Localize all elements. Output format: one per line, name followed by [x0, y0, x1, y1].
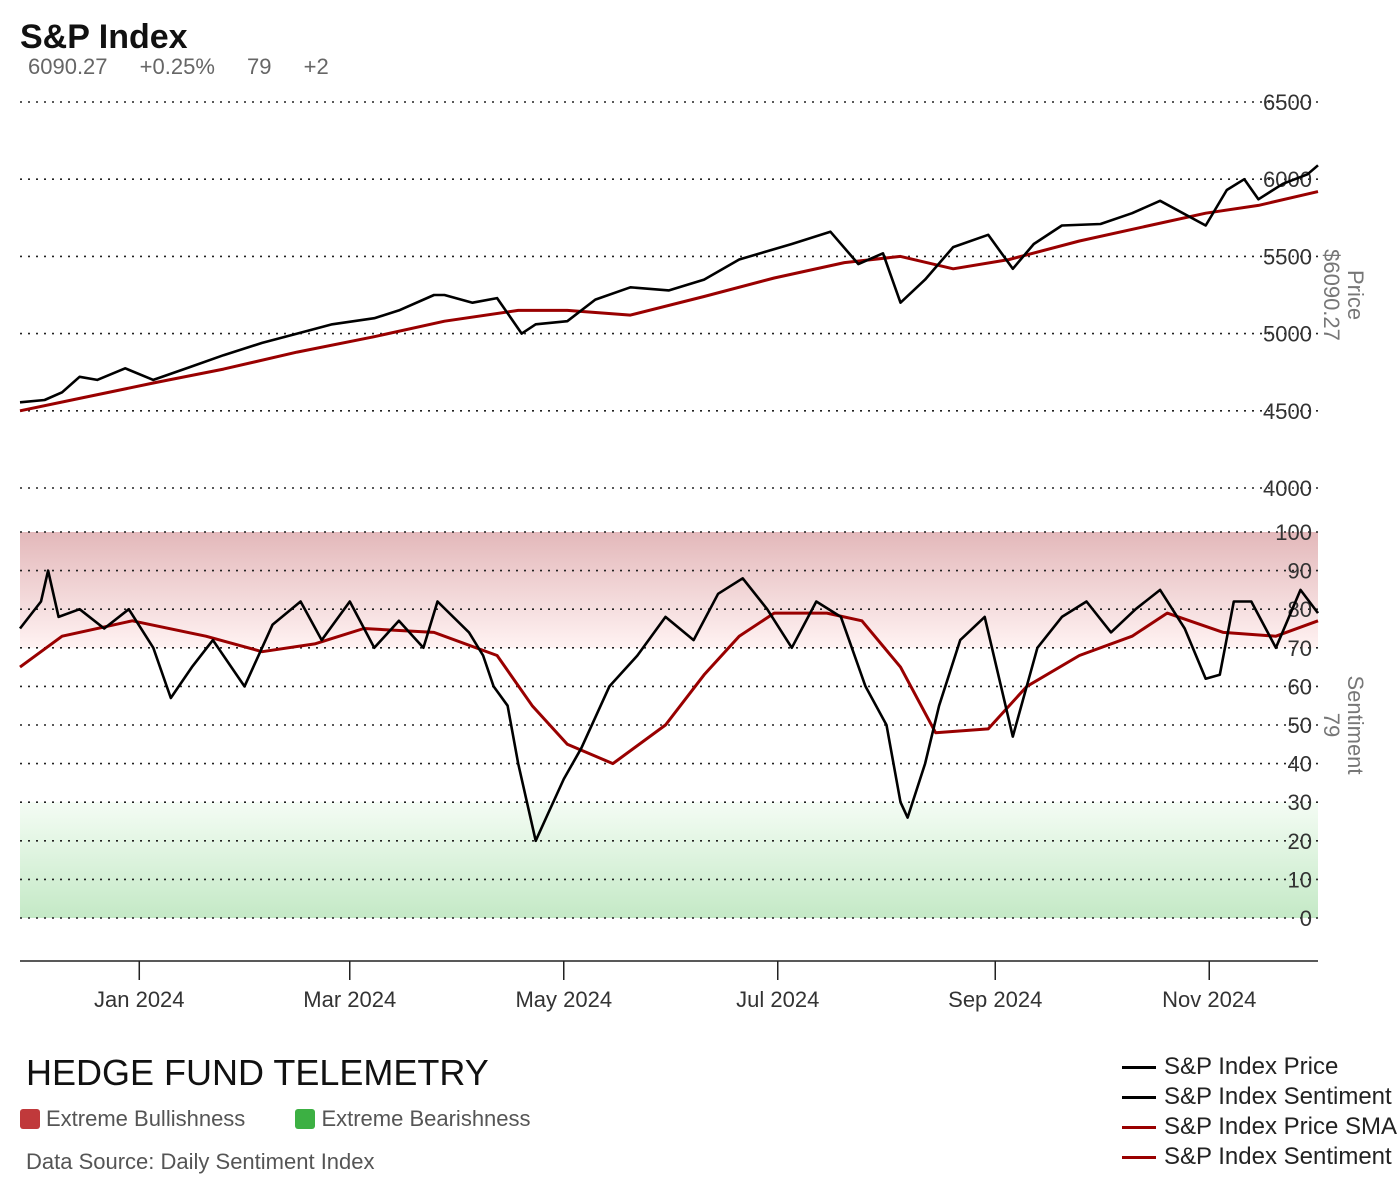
price-tick-label: 6500: [1263, 90, 1312, 115]
series-layer: [18, 164, 1320, 843]
brand-name: HEDGE FUND TELEMETRY: [26, 1052, 489, 1093]
change-percent: +0.25%: [139, 54, 215, 79]
sentiment-tick-label: 10: [1288, 867, 1312, 892]
sentiment-tick-label: 70: [1288, 636, 1312, 661]
sentiment-tick-label: 20: [1288, 829, 1312, 854]
x-tick-label: Sep 2024: [948, 987, 1042, 1012]
bull-label: Extreme Bullishness: [46, 1106, 246, 1131]
sentiment-tick-label: 30: [1288, 790, 1312, 815]
sentiment-tick-label: 60: [1288, 674, 1312, 699]
price-tick-label: 6000: [1263, 167, 1312, 192]
sentiment-tick-label: 90: [1288, 559, 1312, 584]
x-tick-label: Jul 2024: [736, 987, 819, 1012]
price-tick-label: 5000: [1263, 322, 1312, 347]
sentiment-tick-label: 40: [1288, 752, 1312, 777]
extreme-bearishness-zone: [20, 802, 1318, 918]
legend-item-sentiment-sma[interactable]: S&P Index Sentiment: [1122, 1142, 1397, 1172]
zone-legend-bear: Extreme Bearishness: [295, 1106, 531, 1132]
sentiment-value: 79: [247, 54, 272, 79]
x-tick-label: May 2024: [515, 987, 612, 1012]
data-source: Data Source: Daily Sentiment Index: [26, 1149, 375, 1174]
bear-label: Extreme Bearishness: [321, 1106, 531, 1131]
legend-item-price-sma[interactable]: S&P Index Price SMA: [1122, 1112, 1397, 1142]
price-grid: 6500 6000 5500 5000 4500 4000: [20, 90, 1318, 501]
sentiment-change: +2: [303, 54, 329, 79]
legend-line-icon: [1122, 1095, 1156, 1099]
sentiment-line: [18, 569, 1320, 843]
last-price: 6090.27: [28, 54, 108, 79]
sentiment-axis-title: Sentiment79: [1319, 675, 1368, 774]
zone-legend-bull: Extreme Bullishness: [20, 1106, 245, 1132]
legend-item-price[interactable]: S&P Index Price: [1122, 1052, 1397, 1082]
price-sma-line: [19, 190, 1319, 413]
x-tick-label: Jan 2024: [94, 987, 185, 1012]
legend-line-icon: [1122, 1065, 1156, 1069]
zone-legend: Extreme Bullishness Extreme Bearishness: [20, 1106, 575, 1135]
price-tick-label: 4000: [1263, 476, 1312, 501]
extreme-bullishness-zone: [20, 532, 1318, 648]
price-tick-label: 4500: [1263, 399, 1312, 424]
series-legend: S&P Index Price S&P Index Sentiment S&P …: [1122, 1052, 1397, 1172]
price-tick-label: 5500: [1263, 244, 1312, 269]
sentiment-sma-line: [19, 611, 1319, 766]
price-axis-title: Price$6090.27: [1319, 249, 1368, 341]
header-stats: 6090.27 +0.25% 79 +2: [28, 54, 355, 80]
legend-item-sentiment[interactable]: S&P Index Sentiment: [1122, 1082, 1397, 1112]
bear-swatch: [295, 1109, 316, 1129]
x-tick-label: Nov 2024: [1162, 987, 1256, 1012]
x-tick-label: Mar 2024: [303, 987, 396, 1012]
bull-swatch: [20, 1109, 40, 1129]
legend-label: S&P Index Sentiment: [1164, 1083, 1392, 1110]
legend-label: S&P Index Price: [1164, 1053, 1339, 1080]
legend-label: S&P Index Sentiment: [1164, 1143, 1392, 1170]
sentiment-tick-label: 100: [1275, 520, 1312, 545]
sentiment-tick-label: 0: [1300, 906, 1312, 931]
chart-title: S&P Index: [20, 18, 188, 56]
legend-line-icon: [1122, 1125, 1156, 1129]
legend-label: S&P Index Price SMA: [1164, 1113, 1397, 1140]
sentiment-tick-label: 50: [1288, 713, 1312, 738]
x-axis: Jan 2024 Mar 2024 May 2024 Jul 2024 Sep 2024…: [20, 960, 1318, 1012]
legend-line-icon: [1122, 1155, 1156, 1159]
price-line: [19, 164, 1319, 404]
